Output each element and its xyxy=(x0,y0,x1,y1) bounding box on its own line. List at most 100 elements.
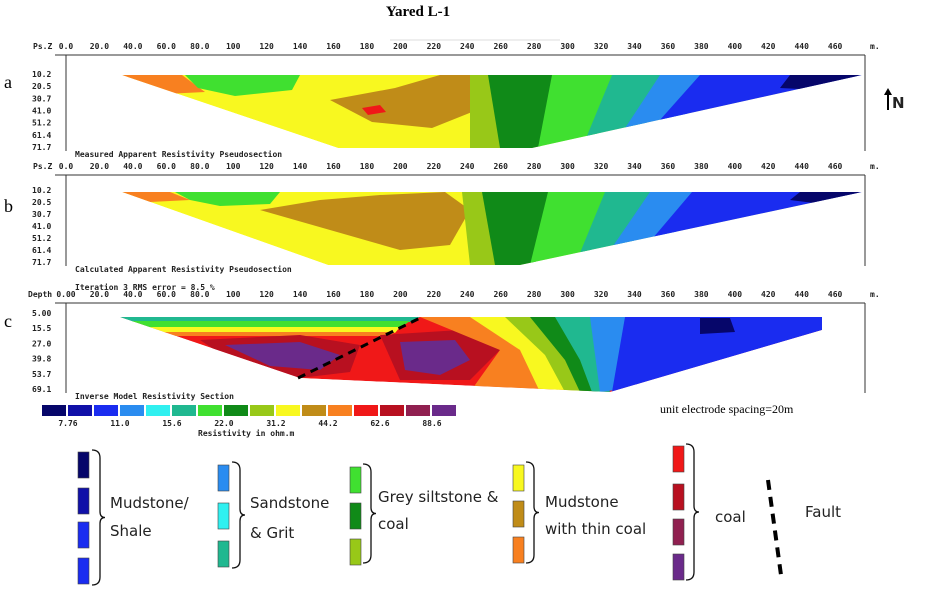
x-tick-label: 240 xyxy=(460,42,475,51)
x-tick-label: 180 xyxy=(360,162,375,171)
unit-label: m. xyxy=(870,42,880,51)
x-tick-label: 100 xyxy=(226,42,241,51)
contour-zone xyxy=(175,192,280,206)
x-tick-label: 80.0 xyxy=(190,162,209,171)
x-tick-label: 220 xyxy=(427,162,442,171)
depth-label: 53.7 xyxy=(32,370,51,379)
fault-line xyxy=(297,316,421,380)
x-tick-label: 220 xyxy=(427,42,442,51)
x-tick-label: 240 xyxy=(460,290,475,299)
contour-zone xyxy=(150,332,395,336)
contour-zone xyxy=(530,192,615,265)
x-tick-label: 400 xyxy=(728,162,743,171)
x-tick-label: 360 xyxy=(661,162,676,171)
legend-swatch xyxy=(217,540,230,568)
legend-swatch xyxy=(672,483,685,511)
brace xyxy=(362,463,377,564)
x-tick-label: 20.0 xyxy=(90,290,109,299)
x-tick-label: 100 xyxy=(226,290,241,299)
x-tick-label: 260 xyxy=(493,290,508,299)
scale-label: 31.2 xyxy=(266,419,285,428)
depth-label: 41.0 xyxy=(32,107,51,116)
depth-label: 61.4 xyxy=(32,246,51,255)
scale-label: 44.2 xyxy=(318,419,337,428)
depth-label: 61.4 xyxy=(32,131,51,140)
x-tick-label: 420 xyxy=(761,162,776,171)
legend-swatch xyxy=(672,518,685,546)
x-tick-label: 100 xyxy=(226,162,241,171)
x-tick-label: 140 xyxy=(293,42,308,51)
contour-zone xyxy=(122,192,190,202)
contour-zone xyxy=(470,317,580,392)
legend-swatch xyxy=(349,466,362,494)
contour-zone xyxy=(130,321,410,328)
x-tick-label: 460 xyxy=(828,162,843,171)
brace xyxy=(231,461,246,569)
legend-text: Mudstone/ xyxy=(110,494,190,512)
scale-label: 62.6 xyxy=(370,419,389,428)
x-tick-label: 60.0 xyxy=(157,162,176,171)
x-tick-label: 300 xyxy=(560,290,575,299)
depth-label: 20.5 xyxy=(32,82,51,91)
contour-zone xyxy=(530,317,600,392)
x-tick-label: 440 xyxy=(794,290,809,299)
color-box xyxy=(42,405,66,416)
contour-zone xyxy=(140,327,400,333)
brace xyxy=(685,443,700,581)
x-tick-label: 0.0 xyxy=(59,42,74,51)
legend-swatch xyxy=(672,445,685,473)
brace xyxy=(525,461,540,564)
x-tick-label: 20.0 xyxy=(90,162,109,171)
legend-text: Mudstone xyxy=(545,493,619,511)
legend-text: & Grit xyxy=(250,524,294,542)
contour-zone xyxy=(780,75,860,90)
legend-swatch xyxy=(217,502,230,530)
contour-zone xyxy=(120,317,420,322)
contour-zone xyxy=(225,342,340,370)
x-tick-label: 460 xyxy=(828,42,843,51)
x-tick-label: 0.00 xyxy=(56,290,75,299)
color-box xyxy=(302,405,326,416)
scale-label: 15.6 xyxy=(162,419,181,428)
x-tick-label: 20.0 xyxy=(90,42,109,51)
legend-swatch xyxy=(672,553,685,581)
x-tick-label: 180 xyxy=(360,42,375,51)
section xyxy=(120,317,822,392)
unit-label: m. xyxy=(870,290,880,299)
contour-zone xyxy=(538,75,622,148)
legend-swatch xyxy=(512,464,525,492)
depth-label: 30.7 xyxy=(32,210,51,219)
legend-text: Shale xyxy=(110,522,152,540)
panel-caption: Measured Apparent Resistivity Pseudosect… xyxy=(75,149,282,159)
x-tick-label: 180 xyxy=(360,290,375,299)
x-tick-label: 340 xyxy=(627,290,642,299)
scale-title: Resistivity in ohm.m xyxy=(198,428,295,438)
contour-zone xyxy=(420,317,560,392)
legend-text: Fault xyxy=(805,503,841,521)
title: Yared L-1 xyxy=(386,4,450,20)
unit-label: m. xyxy=(870,162,880,171)
panel-caption: Inverse Model Resistivity Section xyxy=(75,391,234,401)
contour-zone xyxy=(185,75,300,96)
contour-zone xyxy=(505,317,590,392)
x-tick-label: 200 xyxy=(393,290,408,299)
legend-swatch xyxy=(77,557,90,585)
legend-text: coal xyxy=(378,515,409,533)
x-tick-label: 200 xyxy=(393,162,408,171)
legend-text: Grey siltstone & xyxy=(378,488,499,506)
scale-label: 88.6 xyxy=(422,419,441,428)
contour-zone xyxy=(790,192,860,205)
axis-label: Ps.Z xyxy=(33,162,52,171)
legend-swatch xyxy=(349,538,362,566)
legend-swatch xyxy=(77,487,90,515)
contour-zone xyxy=(260,192,470,250)
x-tick-label: 160 xyxy=(326,290,341,299)
depth-label: 41.0 xyxy=(32,222,51,231)
x-tick-label: 420 xyxy=(761,290,776,299)
color-box xyxy=(250,405,274,416)
depth-label: 51.2 xyxy=(32,119,51,128)
x-tick-label: 420 xyxy=(761,42,776,51)
x-tick-label: 40.0 xyxy=(123,290,142,299)
color-box xyxy=(354,405,378,416)
